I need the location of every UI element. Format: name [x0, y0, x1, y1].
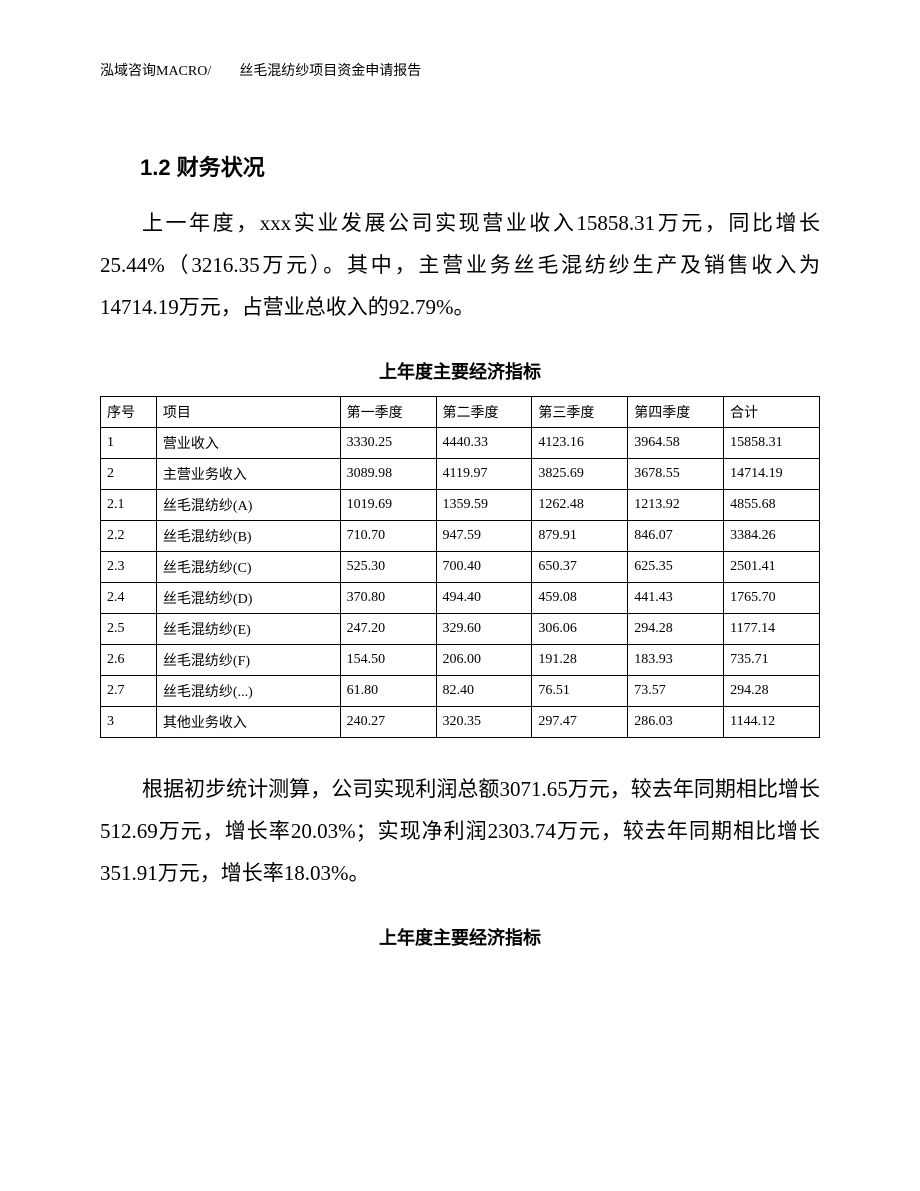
table-cell: 1144.12 — [724, 707, 820, 738]
table-cell: 3678.55 — [628, 459, 724, 490]
table-cell: 1765.70 — [724, 583, 820, 614]
table-cell: 879.91 — [532, 521, 628, 552]
table-cell: 459.08 — [532, 583, 628, 614]
section-heading: 1.2 财务状况 — [140, 150, 820, 182]
table-cell: 183.93 — [628, 645, 724, 676]
table-cell: 76.51 — [532, 676, 628, 707]
table-cell: 4119.97 — [436, 459, 532, 490]
table-cell: 3964.58 — [628, 428, 724, 459]
table-cell: 2.3 — [101, 552, 157, 583]
table-cell: 1019.69 — [340, 490, 436, 521]
table-cell: 4123.16 — [532, 428, 628, 459]
table-cell: 441.43 — [628, 583, 724, 614]
table-cell: 494.40 — [436, 583, 532, 614]
table-cell: 2.6 — [101, 645, 157, 676]
table-cell: 2.4 — [101, 583, 157, 614]
table-row: 3其他业务收入240.27320.35297.47286.031144.12 — [101, 707, 820, 738]
col-header-total: 合计 — [724, 397, 820, 428]
table-row: 2.4丝毛混纺纱(D)370.80494.40459.08441.431765.… — [101, 583, 820, 614]
table-cell: 1213.92 — [628, 490, 724, 521]
table-cell: 3089.98 — [340, 459, 436, 490]
table-cell: 丝毛混纺纱(C) — [156, 552, 340, 583]
table-cell: 2.2 — [101, 521, 157, 552]
table-2-title: 上年度主要经济指标 — [100, 924, 820, 950]
table-cell: 320.35 — [436, 707, 532, 738]
table-row: 2.1丝毛混纺纱(A)1019.691359.591262.481213.924… — [101, 490, 820, 521]
table-cell: 3330.25 — [340, 428, 436, 459]
col-header-q2: 第二季度 — [436, 397, 532, 428]
table-cell: 2.5 — [101, 614, 157, 645]
paragraph-1: 上一年度，xxx实业发展公司实现营业收入15858.31万元，同比增长25.44… — [100, 202, 820, 328]
table-cell: 主营业务收入 — [156, 459, 340, 490]
page-header: 泓域咨询MACRO/ 丝毛混纺纱项目资金申请报告 — [100, 60, 820, 80]
table-cell: 846.07 — [628, 521, 724, 552]
table-cell: 294.28 — [724, 676, 820, 707]
table-cell: 700.40 — [436, 552, 532, 583]
table-cell: 4855.68 — [724, 490, 820, 521]
table-cell: 丝毛混纺纱(E) — [156, 614, 340, 645]
table-cell: 286.03 — [628, 707, 724, 738]
table-cell: 3384.26 — [724, 521, 820, 552]
table-1-title: 上年度主要经济指标 — [100, 358, 820, 384]
paragraph-2: 根据初步统计测算，公司实现利润总额3071.65万元，较去年同期相比增长512.… — [100, 768, 820, 894]
table-cell: 306.06 — [532, 614, 628, 645]
table-cell: 247.20 — [340, 614, 436, 645]
table-cell: 240.27 — [340, 707, 436, 738]
table-cell: 2501.41 — [724, 552, 820, 583]
table-cell: 947.59 — [436, 521, 532, 552]
table-cell: 丝毛混纺纱(B) — [156, 521, 340, 552]
table-cell: 625.35 — [628, 552, 724, 583]
table-cell: 营业收入 — [156, 428, 340, 459]
table-cell: 154.50 — [340, 645, 436, 676]
table-cell: 15858.31 — [724, 428, 820, 459]
table-cell: 525.30 — [340, 552, 436, 583]
col-header-q4: 第四季度 — [628, 397, 724, 428]
table-row: 2.6丝毛混纺纱(F)154.50206.00191.28183.93735.7… — [101, 645, 820, 676]
table-row: 2主营业务收入3089.984119.973825.693678.5514714… — [101, 459, 820, 490]
table-cell: 370.80 — [340, 583, 436, 614]
col-header-q3: 第三季度 — [532, 397, 628, 428]
table-cell: 4440.33 — [436, 428, 532, 459]
document-page: 泓域咨询MACRO/ 丝毛混纺纱项目资金申请报告 1.2 财务状况 上一年度，x… — [0, 0, 920, 1191]
table-cell: 1 — [101, 428, 157, 459]
table-cell: 1262.48 — [532, 490, 628, 521]
table-row: 2.5丝毛混纺纱(E)247.20329.60306.06294.281177.… — [101, 614, 820, 645]
table-cell: 丝毛混纺纱(A) — [156, 490, 340, 521]
table-cell: 61.80 — [340, 676, 436, 707]
table-cell: 其他业务收入 — [156, 707, 340, 738]
table-cell: 3825.69 — [532, 459, 628, 490]
table-cell: 1177.14 — [724, 614, 820, 645]
table-1: 序号 项目 第一季度 第二季度 第三季度 第四季度 合计 1营业收入3330.2… — [100, 396, 820, 738]
table-cell: 3 — [101, 707, 157, 738]
table-cell: 297.47 — [532, 707, 628, 738]
table-cell: 294.28 — [628, 614, 724, 645]
table-header-row: 序号 项目 第一季度 第二季度 第三季度 第四季度 合计 — [101, 397, 820, 428]
table-cell: 82.40 — [436, 676, 532, 707]
col-header-q1: 第一季度 — [340, 397, 436, 428]
table-cell: 丝毛混纺纱(...) — [156, 676, 340, 707]
table-row: 2.7丝毛混纺纱(...)61.8082.4076.5173.57294.28 — [101, 676, 820, 707]
table-cell: 735.71 — [724, 645, 820, 676]
table-1-body: 1营业收入3330.254440.334123.163964.5815858.3… — [101, 428, 820, 738]
table-cell: 丝毛混纺纱(D) — [156, 583, 340, 614]
table-cell: 2 — [101, 459, 157, 490]
table-row: 2.3丝毛混纺纱(C)525.30700.40650.37625.352501.… — [101, 552, 820, 583]
table-cell: 73.57 — [628, 676, 724, 707]
col-header-item: 项目 — [156, 397, 340, 428]
col-header-seq: 序号 — [101, 397, 157, 428]
table-cell: 329.60 — [436, 614, 532, 645]
table-cell: 丝毛混纺纱(F) — [156, 645, 340, 676]
table-cell: 710.70 — [340, 521, 436, 552]
table-cell: 1359.59 — [436, 490, 532, 521]
table-row: 2.2丝毛混纺纱(B)710.70947.59879.91846.073384.… — [101, 521, 820, 552]
table-cell: 206.00 — [436, 645, 532, 676]
table-cell: 14714.19 — [724, 459, 820, 490]
table-row: 1营业收入3330.254440.334123.163964.5815858.3… — [101, 428, 820, 459]
table-cell: 650.37 — [532, 552, 628, 583]
table-cell: 2.1 — [101, 490, 157, 521]
table-cell: 2.7 — [101, 676, 157, 707]
table-cell: 191.28 — [532, 645, 628, 676]
